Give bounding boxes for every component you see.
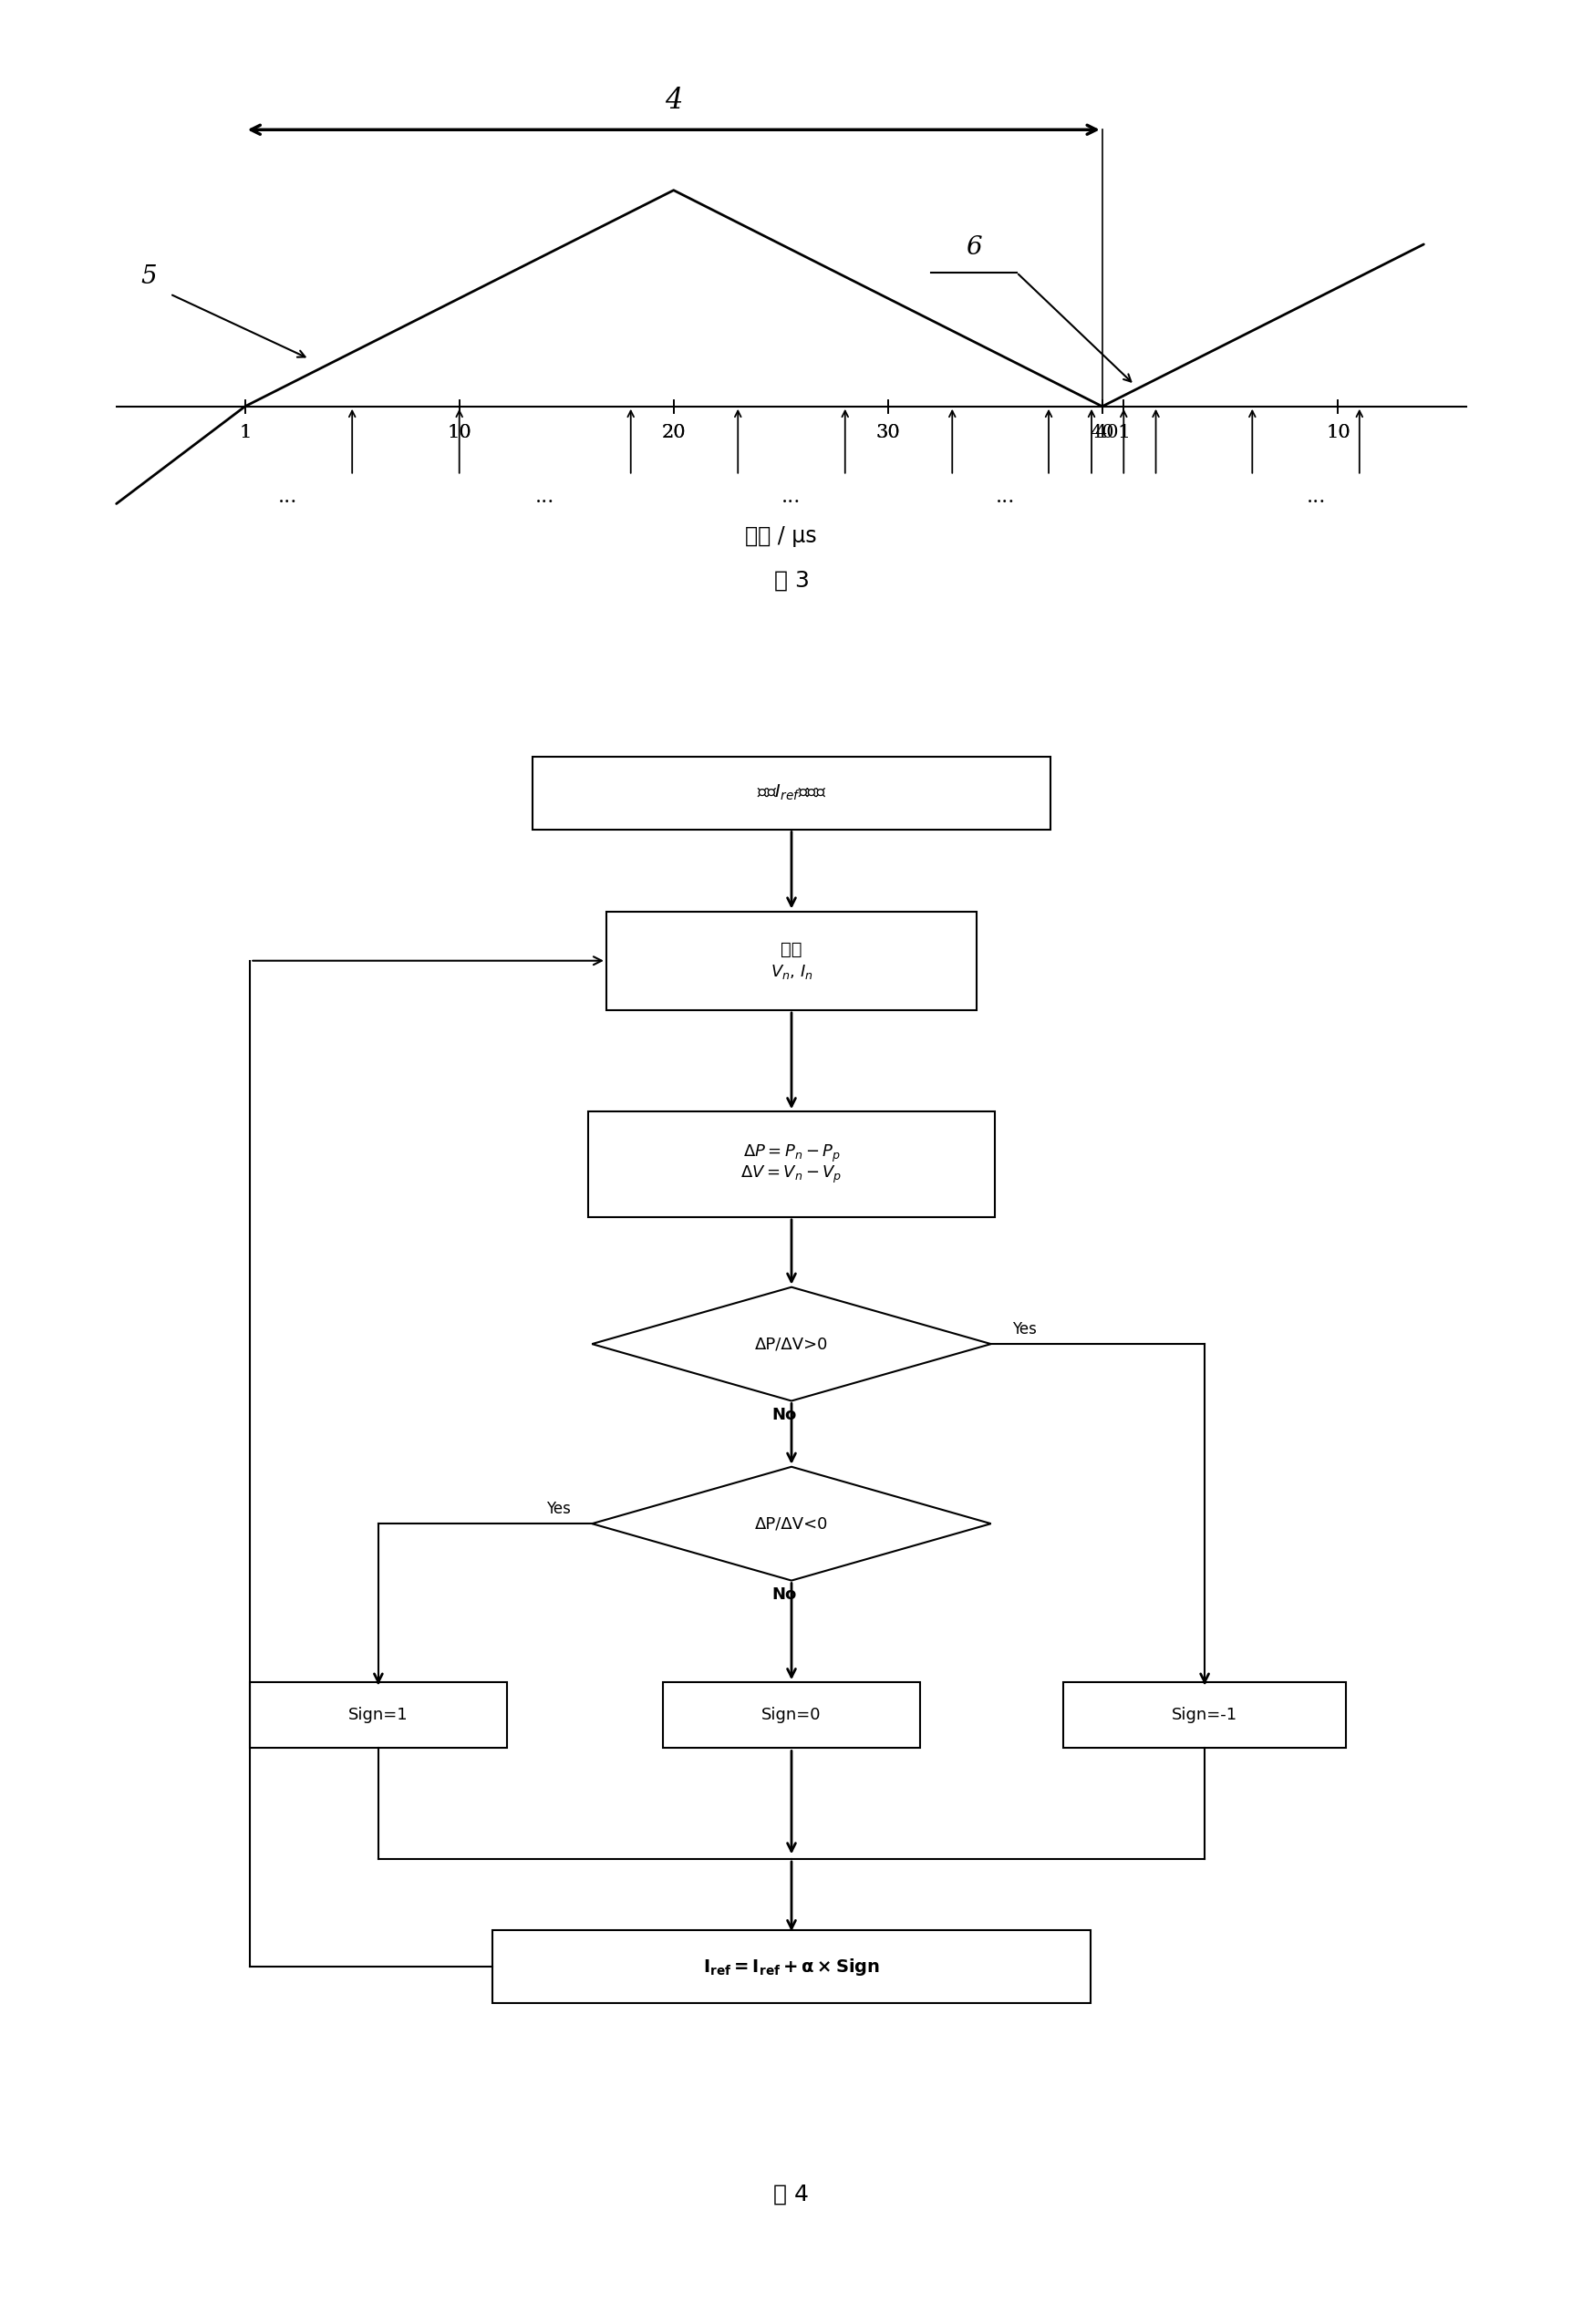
Text: $\mathbf{I_{ref}=I_{ref}+\alpha \times Sign}$: $\mathbf{I_{ref}=I_{ref}+\alpha \times S… (703, 1957, 880, 1978)
Text: No: No (773, 1406, 796, 1422)
Text: ...: ... (996, 488, 1016, 507)
FancyBboxPatch shape (663, 1683, 920, 1748)
FancyBboxPatch shape (250, 1683, 507, 1748)
Text: Sign=0: Sign=0 (761, 1708, 822, 1724)
Polygon shape (592, 1287, 991, 1401)
FancyBboxPatch shape (606, 911, 977, 1011)
Text: 10: 10 (1327, 423, 1350, 442)
FancyBboxPatch shape (492, 1931, 1091, 2003)
Text: $\Delta V=V_n-V_p$: $\Delta V=V_n-V_p$ (741, 1164, 842, 1185)
Text: ...: ... (279, 488, 298, 507)
Text: Yes: Yes (546, 1501, 570, 1518)
Polygon shape (592, 1466, 991, 1580)
Text: $V_n$, $I_n$: $V_n$, $I_n$ (771, 962, 812, 981)
Text: 401: 401 (1095, 423, 1132, 442)
Text: ΔP/ΔV>0: ΔP/ΔV>0 (755, 1336, 828, 1353)
Text: 时间 / μs: 时间 / μs (746, 525, 817, 546)
Text: 10: 10 (446, 423, 472, 442)
Text: 1: 1 (1118, 423, 1130, 442)
Text: 40: 40 (1091, 423, 1114, 442)
Text: 1: 1 (239, 423, 252, 442)
Text: $\Delta P=P_n-P_p$: $\Delta P=P_n-P_p$ (742, 1143, 841, 1164)
Text: 30: 30 (875, 423, 901, 442)
Text: 给定$I_{ref}$初始值: 给定$I_{ref}$初始值 (757, 783, 826, 802)
Text: 1: 1 (239, 423, 252, 442)
Text: ...: ... (535, 488, 554, 507)
Text: Sign=-1: Sign=-1 (1171, 1708, 1238, 1724)
Text: ...: ... (1308, 488, 1327, 507)
Text: 6: 6 (966, 235, 981, 260)
FancyBboxPatch shape (587, 1111, 996, 1218)
Text: 图 3: 图 3 (774, 569, 809, 590)
Text: ...: ... (782, 488, 801, 507)
Text: 采集: 采集 (780, 941, 803, 957)
Text: 图 4: 图 4 (774, 2185, 809, 2205)
Text: 4: 4 (665, 86, 682, 114)
FancyBboxPatch shape (1064, 1683, 1346, 1748)
Text: Yes: Yes (1013, 1322, 1037, 1339)
Text: 10: 10 (1327, 423, 1350, 442)
Text: 20: 20 (662, 423, 685, 442)
Text: 30: 30 (875, 423, 901, 442)
Text: Sign=1: Sign=1 (348, 1708, 408, 1724)
Text: 20: 20 (662, 423, 685, 442)
Text: ΔP/ΔV<0: ΔP/ΔV<0 (755, 1515, 828, 1532)
Text: No: No (773, 1587, 796, 1604)
FancyBboxPatch shape (532, 758, 1051, 830)
Text: 10: 10 (446, 423, 472, 442)
Text: 5: 5 (141, 265, 157, 288)
